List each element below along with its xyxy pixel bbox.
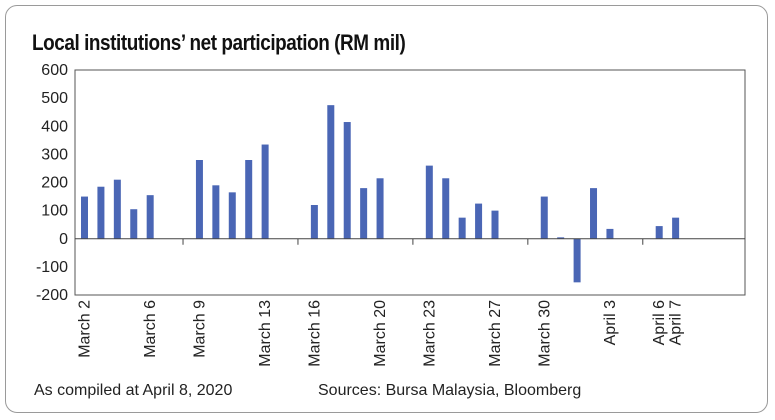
bar — [261, 144, 269, 239]
y-tick-label: 600 — [41, 62, 68, 79]
bar — [81, 196, 88, 239]
bar — [425, 165, 433, 239]
bar — [212, 185, 220, 239]
bar — [573, 238, 581, 283]
x-tick-label: March 13 — [257, 300, 274, 367]
bar — [590, 188, 598, 239]
bar — [557, 237, 565, 239]
y-tick-label: 400 — [41, 118, 68, 135]
bar — [343, 122, 351, 239]
y-tick-label: 200 — [41, 175, 68, 192]
bar — [540, 196, 548, 239]
bar — [113, 179, 121, 239]
bar — [146, 195, 154, 239]
bar — [360, 188, 368, 239]
x-tick-label: March 27 — [487, 300, 504, 367]
bar — [376, 178, 384, 239]
chart-frame — [5, 5, 768, 413]
bar — [672, 217, 680, 239]
y-tick-label: 100 — [41, 203, 68, 220]
y-tick-label: -200 — [36, 287, 68, 304]
bar — [655, 226, 663, 239]
sources-note: Sources: Bursa Malaysia, Bloomberg — [318, 382, 582, 399]
bar — [606, 228, 614, 239]
bar — [130, 209, 138, 239]
compiled-note: As compiled at April 8, 2020 — [34, 382, 233, 399]
bar — [491, 210, 499, 239]
bar — [475, 203, 483, 239]
bar — [245, 160, 253, 239]
x-tick-label: April 6 — [651, 300, 668, 345]
bar — [310, 205, 318, 239]
y-tick-label: 300 — [41, 146, 68, 163]
bar — [458, 217, 466, 239]
x-tick-label: March 6 — [142, 300, 159, 358]
bar — [442, 178, 450, 239]
bar — [327, 105, 335, 239]
x-tick-label: April 7 — [668, 300, 685, 345]
x-tick-label: March 16 — [306, 300, 323, 367]
y-tick-label: 500 — [41, 90, 68, 107]
plot-area — [74, 69, 746, 296]
chart-title: Local institutions’ net participation (R… — [32, 30, 406, 55]
x-tick-label: March 20 — [372, 300, 389, 367]
x-tick-label: March 9 — [191, 300, 208, 358]
bar — [195, 160, 203, 239]
x-tick-label: April 3 — [602, 300, 619, 345]
x-tick-label: March 2 — [77, 300, 94, 358]
bar — [97, 186, 105, 239]
x-tick-label: March 23 — [421, 300, 438, 367]
y-tick-label: 0 — [59, 231, 68, 248]
bar — [228, 192, 236, 239]
y-tick-label: -100 — [36, 259, 68, 276]
x-tick-label: March 30 — [536, 300, 553, 367]
